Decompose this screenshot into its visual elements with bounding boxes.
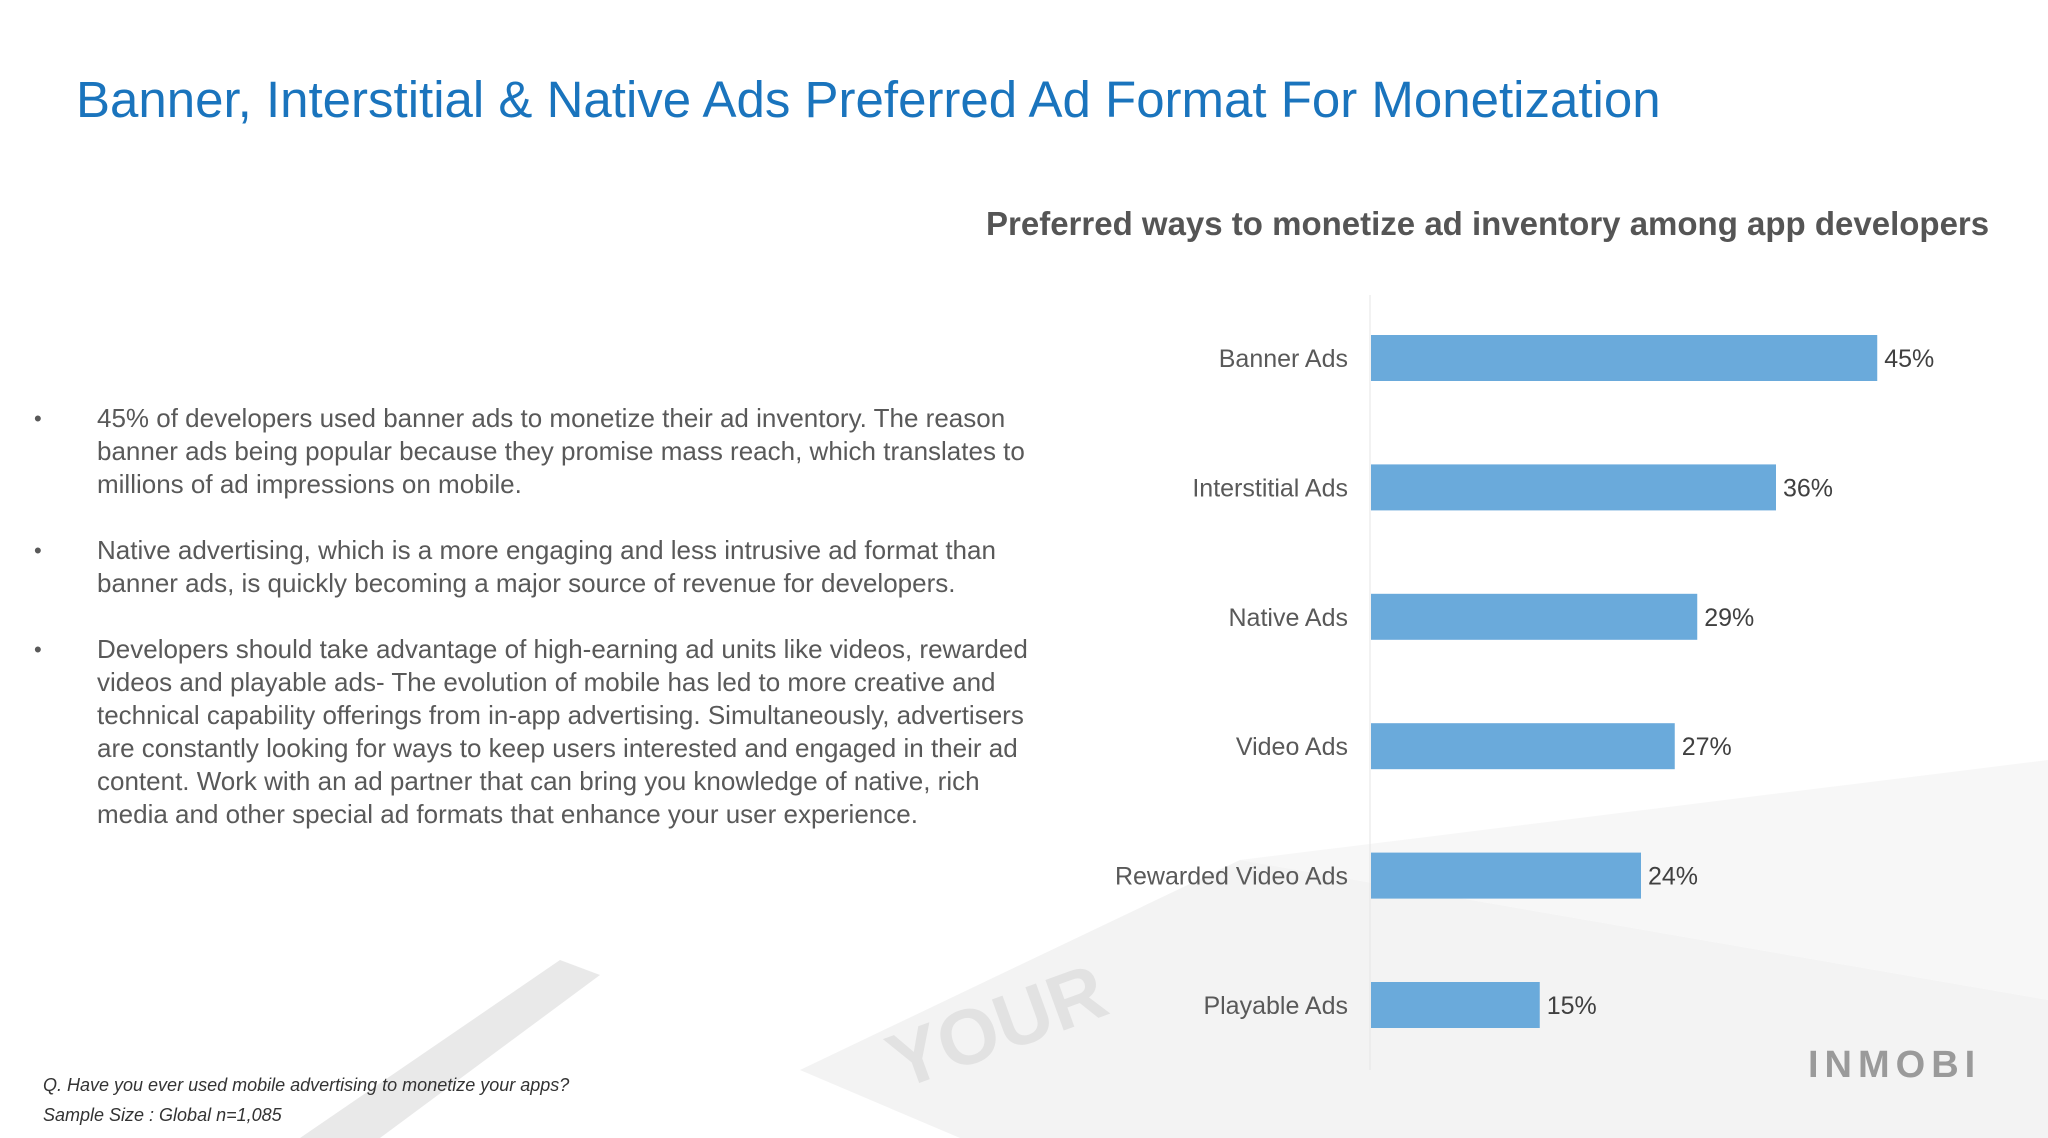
bullet-item: • 45% of developers used banner ads to m… — [34, 402, 1054, 501]
page-title: Banner, Interstitial & Native Ads Prefer… — [76, 71, 1661, 128]
bullet-icon: • — [34, 538, 42, 563]
bar-native-ads — [1371, 593, 1698, 640]
bullet-text: Developers should take advantage of high… — [97, 634, 1028, 829]
bullet-icon: • — [34, 406, 42, 431]
bar-banner-ads — [1371, 335, 1878, 381]
category-label: Banner Ads — [1219, 345, 1348, 373]
bar-interstitial-ads — [1371, 464, 1776, 511]
bullet-icon: • — [34, 637, 42, 662]
value-label: 29% — [1704, 604, 1754, 632]
category-label: Playable Ads — [1203, 992, 1348, 1020]
value-label: 45% — [1884, 345, 1934, 373]
category-label: Rewarded Video Ads — [1115, 863, 1348, 891]
bar-playable-ads — [1371, 982, 1540, 1028]
category-label: Native Ads — [1228, 604, 1348, 632]
category-label: Video Ads — [1236, 733, 1348, 761]
sample-size-footnote: Sample Size : Global n=1,085 — [43, 1105, 282, 1125]
bar-video-ads — [1371, 723, 1675, 770]
value-label: 27% — [1682, 733, 1732, 761]
survey-question-footnote: Q. Have you ever used mobile advertising… — [43, 1075, 570, 1095]
bar-rewarded-video-ads — [1371, 852, 1641, 899]
bullet-item: • Developers should take advantage of hi… — [34, 633, 1054, 831]
inmobi-logo: INMOBI — [1808, 1044, 1982, 1086]
category-label: Interstitial Ads — [1192, 474, 1348, 502]
bullet-text: 45% of developers used banner ads to mon… — [97, 403, 1025, 499]
bullet-list: • 45% of developers used banner ads to m… — [34, 402, 1054, 864]
chart-title: Preferred ways to monetize ad inventory … — [986, 205, 1990, 242]
value-label: 24% — [1648, 863, 1698, 891]
bullet-item: • Native advertising, which is a more en… — [34, 534, 1054, 600]
bullet-text: Native advertising, which is a more enga… — [97, 535, 996, 598]
value-label: 36% — [1783, 474, 1833, 502]
value-label: 15% — [1547, 992, 1597, 1020]
